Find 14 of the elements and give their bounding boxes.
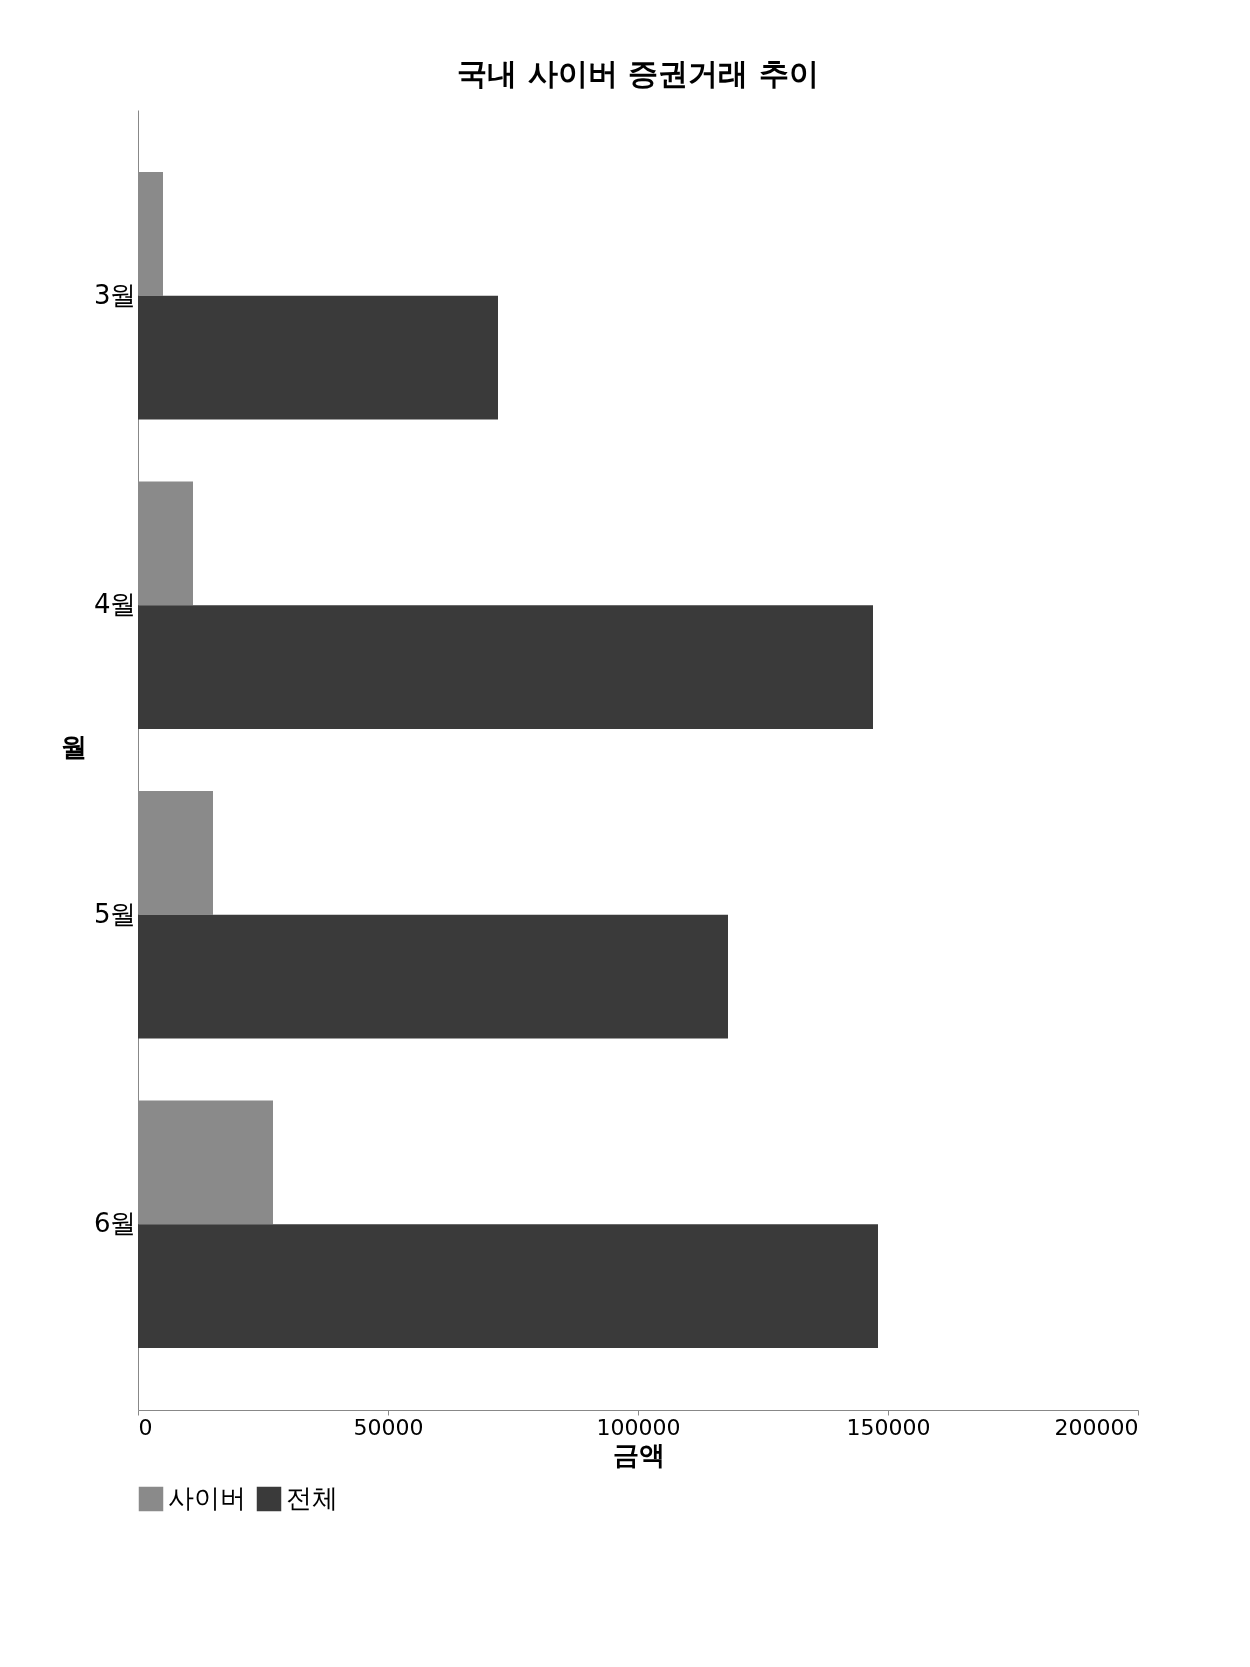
- legend-label: 전체: [286, 1483, 338, 1513]
- y-tick-label: 3월: [93, 279, 137, 310]
- y-tick-label: 5월: [93, 898, 137, 929]
- x-axis-title: 금액: [612, 1439, 665, 1470]
- y-tick-label: 4월: [93, 589, 137, 620]
- chart-title: 국내 사이버 증권거래 추이: [457, 56, 819, 91]
- x-tick-label: 200000: [1054, 1414, 1139, 1440]
- x-tick-label: 150000: [846, 1414, 931, 1440]
- y-tick-label: 6월: [93, 1208, 137, 1239]
- x-tick-label: 0: [138, 1414, 153, 1440]
- y-axis-title: 월: [60, 731, 87, 762]
- legend-label: 사이버: [168, 1483, 246, 1513]
- x-tick-label: 50000: [353, 1414, 424, 1440]
- x-tick-label: 100000: [596, 1414, 681, 1440]
